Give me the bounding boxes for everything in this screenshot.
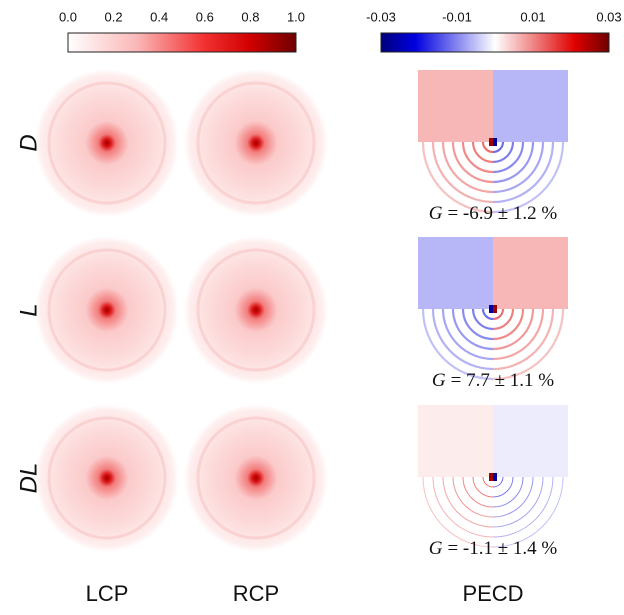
colorbar-tick-label: 1.0 [287,9,305,24]
pecd-arc [492,141,525,174]
pecd-arc [492,308,505,321]
pecd-image [418,405,493,477]
pecd-arc [492,476,524,508]
pecd-arc [492,476,514,498]
pecd-arc [421,141,494,214]
pecd-arc [492,476,534,518]
annotation-text: = -6.9 ± 1.2 % [447,203,557,224]
annotation: G = -6.9 ± 1.2 % [429,203,558,224]
pecd-arc [492,141,545,194]
intensity-image [35,404,179,552]
row-label: L [15,303,42,316]
pecd-image [418,237,493,309]
pecd-arc [431,141,494,204]
pecd-arc [492,141,535,184]
pecd-center [489,473,493,481]
pecd-arc [452,476,494,518]
pecd-arc [481,141,494,154]
pecd-image [493,405,568,477]
pecd-arc [492,308,545,361]
pecd-arc [451,308,494,351]
pecd-arc [492,308,565,381]
pecd-arc [471,141,494,164]
colorbar-intensity [67,32,297,53]
pecd-center [493,305,497,313]
column-label: PECD [462,581,523,606]
pecd-arc [492,476,564,548]
pecd-arc [461,141,494,174]
pecd-center [489,305,493,313]
intensity-image [184,236,328,384]
pecd-arc [472,476,494,498]
pecd-arc [451,141,494,184]
ring [47,248,167,372]
ring [196,248,316,372]
annotation-symbol: G [432,370,446,391]
pecd-arc [492,476,554,538]
pecd-arc [492,308,535,351]
panels [32,68,568,553]
pecd-arc [432,476,494,538]
pecd-arc [421,308,494,381]
column-label: LCP [86,581,129,606]
annotation: G = -1.1 ± 1.4 % [429,538,558,559]
intensity-image [35,236,179,384]
pecd-arc [492,141,515,164]
pecd-arc [441,141,494,194]
ring [47,416,167,540]
colorbar-tick-label: 0.0 [59,9,77,24]
ring [196,81,316,205]
pecd-arc [462,476,494,508]
pecd-arc [492,308,515,331]
pecd-arc [492,308,525,341]
pecd-arc [481,308,494,321]
colorbar-tick-label: 0.8 [241,9,259,24]
row-label: D [15,134,42,151]
pecd-arc [471,308,494,331]
pecd-image [493,70,568,142]
pecd-arc [482,476,494,488]
annotation: G = 7.7 ± 1.1 % [432,370,554,391]
colorbar-tick-label: -0.01 [442,9,472,24]
column-label: RCP [233,581,279,606]
colorbar-tick-label: 0.01 [520,9,545,24]
pecd-arc [492,308,555,371]
intensity-image [35,69,179,217]
colorbar-pecd [380,32,610,53]
pecd-arc [422,476,494,548]
pecd-image [418,70,493,142]
intensity-image [184,69,328,217]
pecd-center [489,138,493,146]
annotation-symbol: G [429,538,443,559]
annotation-text: = 7.7 ± 1.1 % [451,370,555,391]
pecd-arc [442,476,494,528]
colorbar-tick-label: 0.2 [105,9,123,24]
row-label: DL [15,463,42,494]
pecd-arc [441,308,494,361]
pecd-arc [492,476,544,528]
pecd-arc [461,308,494,341]
colorbar-tick-label: 0.4 [150,9,168,24]
pecd-arc [492,141,565,214]
pecd-image [493,237,568,309]
ring [196,416,316,540]
colorbar-tick-label: -0.03 [366,9,396,24]
colorbar-tick-label: 0.6 [196,9,214,24]
annotation-symbol: G [429,203,443,224]
intensity-image [184,404,328,552]
pecd-arc [431,308,494,371]
pecd-arc [492,476,504,488]
annotation-text: = -1.1 ± 1.4 % [447,538,557,559]
pecd-arc [492,141,505,154]
colorbar-tick-label: 0.03 [596,9,621,24]
pecd-center [493,138,497,146]
ring [47,81,167,205]
pecd-center [493,473,497,481]
pecd-arc [492,141,555,204]
